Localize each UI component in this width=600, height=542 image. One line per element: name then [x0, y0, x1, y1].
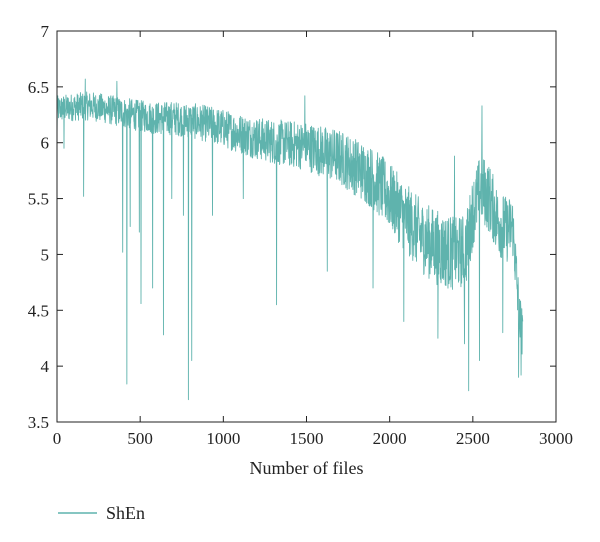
axes-layer: 0 500 1000 1500 2000 2500 3000 3.5 4 4.5 5 5.5 6 6.5 7	[28, 22, 573, 448]
legend-label-shen: ShEn	[106, 503, 145, 523]
x-tick-label: 3000	[539, 429, 573, 448]
x-tick-label: 500	[127, 429, 153, 448]
x-tick-label: 0	[53, 429, 62, 448]
y-tick-label: 4	[41, 357, 50, 376]
x-tick-label: 1000	[206, 429, 240, 448]
x-tick-label: 2500	[456, 429, 490, 448]
y-tick-label: 6	[41, 134, 50, 153]
y-tick-label: 5	[41, 245, 50, 264]
legend: ShEn	[58, 503, 145, 523]
series-layer	[56, 78, 524, 401]
y-tick-label: 3.5	[28, 413, 49, 432]
y-tick-label: 7	[41, 22, 50, 41]
x-tick-label: 2000	[373, 429, 407, 448]
series-line-shen	[56, 78, 524, 401]
x-axis-title: Number of files	[250, 458, 364, 478]
y-tick-label: 6.5	[28, 78, 49, 97]
plot-frame	[56, 30, 557, 423]
y-tick-label: 5.5	[28, 190, 49, 209]
x-tick-label: 1500	[290, 429, 324, 448]
y-tick-label: 4.5	[28, 301, 49, 320]
